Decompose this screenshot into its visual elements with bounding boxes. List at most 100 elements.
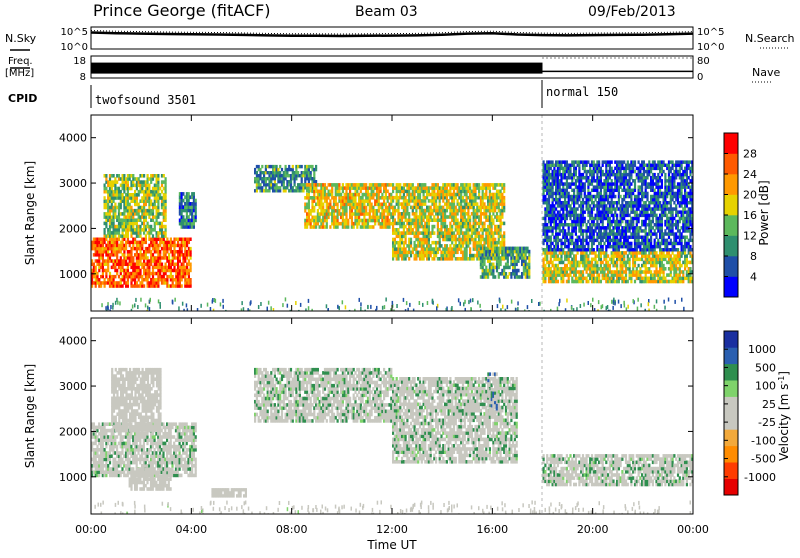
heatmap-cell xyxy=(648,254,650,258)
heatmap-cell xyxy=(179,256,181,260)
heatmap-cell xyxy=(423,193,425,197)
heatmap-cell xyxy=(186,212,188,216)
heatmap-cell xyxy=(157,281,159,285)
heatmap-cell xyxy=(190,250,192,254)
heatmap-cell xyxy=(104,231,106,235)
heatmap-cell xyxy=(256,189,258,192)
heatmap-cell xyxy=(98,259,100,263)
heatmap-cell xyxy=(120,190,122,194)
heatmap-cell xyxy=(587,220,589,224)
heatmap-cell xyxy=(397,209,399,213)
heatmap-cell xyxy=(387,190,389,194)
heatmap-cell xyxy=(141,275,143,279)
heatmap-cell xyxy=(129,203,131,207)
heatmap-cell xyxy=(181,212,183,216)
heatmap-cell xyxy=(148,196,150,200)
heatmap-cell xyxy=(188,241,190,245)
heatmap-cell xyxy=(500,231,502,235)
heatmap-cell xyxy=(139,225,141,229)
heatmap-cell xyxy=(442,199,444,203)
heatmap-cell xyxy=(157,199,159,203)
heatmap-cell xyxy=(170,266,172,270)
heatmap-cell xyxy=(313,177,315,180)
power-heatmap xyxy=(91,160,694,314)
heatmap-cell xyxy=(559,210,561,214)
heatmap-cell xyxy=(331,190,333,194)
heatmap-cell xyxy=(385,203,387,207)
heatmap-cell xyxy=(550,267,552,271)
heatmap-cell xyxy=(127,180,129,184)
heatmap-cell xyxy=(338,190,340,194)
heatmap-cell xyxy=(492,263,494,267)
heatmap-cell xyxy=(157,215,159,219)
heatmap-cell xyxy=(543,192,545,196)
heatmap-cell xyxy=(483,263,485,267)
heatmap-cell xyxy=(188,199,190,203)
heatmap-cell xyxy=(148,275,150,279)
heatmap-cell xyxy=(428,222,430,226)
heatmap-cell xyxy=(331,186,333,190)
heatmap-cell xyxy=(557,245,559,249)
heatmap-cell xyxy=(136,196,138,200)
heatmap-cell xyxy=(337,203,339,207)
heatmap-cell xyxy=(116,180,118,184)
heatmap-cell xyxy=(166,281,168,285)
heatmap-cell xyxy=(385,193,387,197)
heatmap-cell xyxy=(388,209,390,213)
heatmap-cell xyxy=(503,241,505,245)
heatmap-cell xyxy=(311,165,313,168)
heatmap-cell xyxy=(306,186,308,190)
heatmap-cell xyxy=(501,215,503,219)
heatmap-cell xyxy=(487,275,489,279)
heatmap-cell xyxy=(664,267,666,271)
heatmap-cell xyxy=(568,229,570,233)
heatmap-cell xyxy=(138,177,140,181)
heatmap-cell xyxy=(433,190,435,194)
heatmap-cell xyxy=(130,187,132,191)
heatmap-cell xyxy=(448,199,450,203)
heatmap-cell xyxy=(195,209,197,213)
freq-right-tick-bottom: 0 xyxy=(697,72,703,83)
heatmap-cell xyxy=(503,269,505,273)
heatmap-cell xyxy=(96,272,98,276)
heatmap-cell xyxy=(480,215,482,219)
heatmap-cell xyxy=(127,184,129,188)
heatmap-cell xyxy=(292,186,294,189)
heatmap-cell xyxy=(159,193,161,197)
heatmap-cell xyxy=(139,250,141,254)
heatmap-cell xyxy=(482,231,484,235)
heatmap-cell xyxy=(503,183,505,187)
noise-series xyxy=(91,31,693,37)
heatmap-cell xyxy=(295,168,297,171)
heatmap-cell xyxy=(478,183,480,187)
heatmap-cell xyxy=(152,218,154,222)
heatmap-cell xyxy=(544,217,546,221)
heatmap-cell xyxy=(345,216,347,220)
heatmap-cell xyxy=(577,201,579,205)
heatmap-cell xyxy=(577,207,579,211)
heatmap-cell xyxy=(182,192,184,196)
heatmap-cell xyxy=(446,244,448,248)
heatmap-cell xyxy=(347,222,349,226)
heatmap-cell xyxy=(602,261,604,265)
heatmap-cell xyxy=(405,235,407,239)
heatmap-cell xyxy=(148,206,150,210)
heatmap-cell xyxy=(634,280,636,284)
heatmap-cell xyxy=(575,254,577,258)
noise-panel-frame xyxy=(91,27,693,49)
heatmap-cell xyxy=(258,165,260,168)
heatmap-cell xyxy=(104,228,106,232)
heatmap-cell xyxy=(415,212,417,216)
heatmap-cell xyxy=(593,201,595,205)
heatmap-cell xyxy=(302,189,304,192)
heatmap-cell xyxy=(639,273,641,277)
heatmap-cell xyxy=(555,207,557,211)
heatmap-cell xyxy=(385,186,387,190)
heatmap-cell xyxy=(571,277,573,281)
heatmap-cell xyxy=(474,238,476,242)
heatmap-cell xyxy=(392,190,394,194)
heatmap-cell xyxy=(372,190,374,194)
heatmap-cell xyxy=(345,190,347,194)
heatmap-cell xyxy=(308,193,310,197)
heatmap-cell xyxy=(181,250,183,254)
